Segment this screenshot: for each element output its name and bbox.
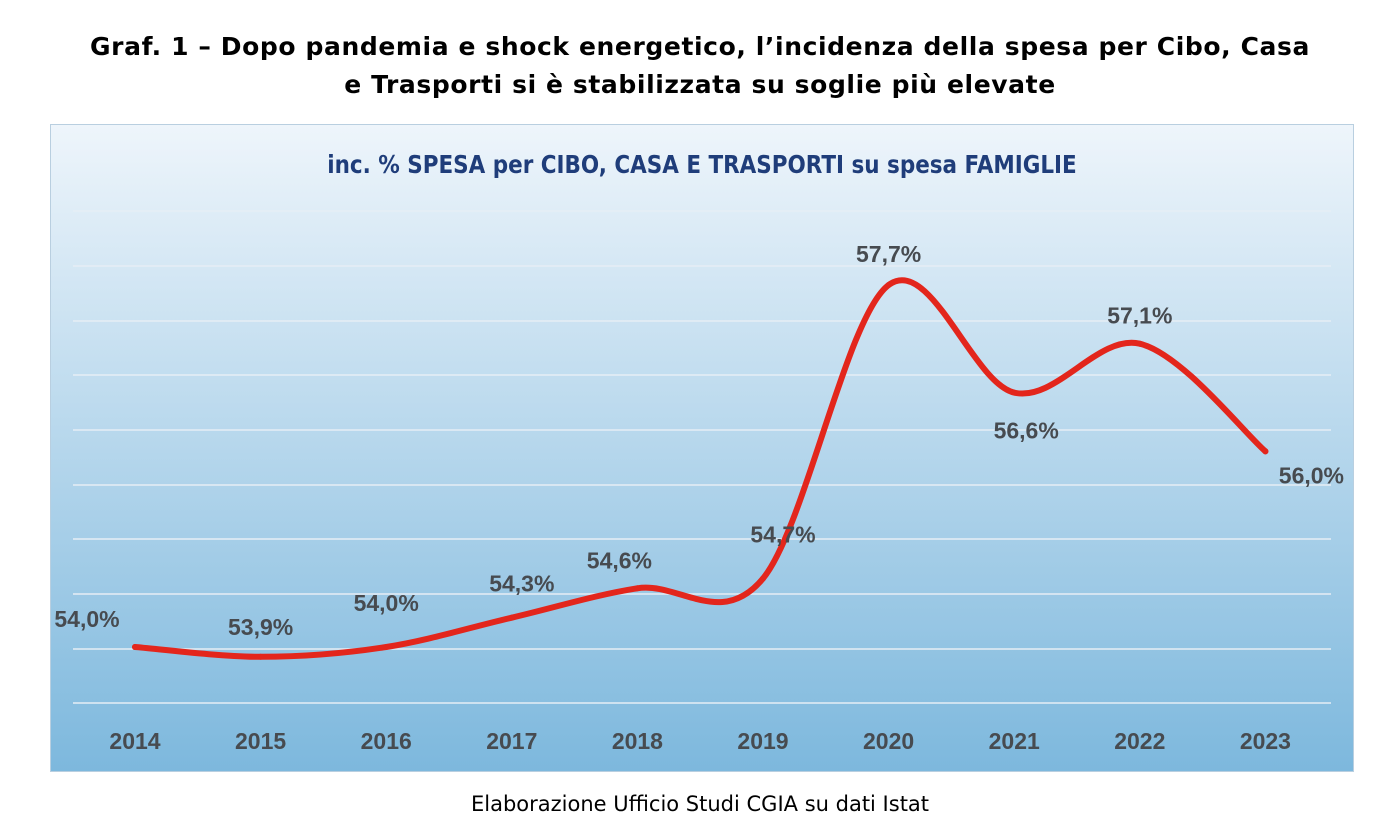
source-note: Elaborazione Ufficio Studi CGIA su dati … <box>470 792 930 816</box>
data-label-2016: 54,0% <box>354 590 419 616</box>
x-tick-label-2017: 2017 <box>486 728 537 754</box>
figure-heading-line-2: e Trasporti si è stabilizzata su soglie … <box>344 70 1056 99</box>
x-tick-label-2016: 2016 <box>361 728 412 754</box>
data-label-2023: 56,0% <box>1279 462 1344 488</box>
data-label-2021: 56,6% <box>994 418 1059 444</box>
x-tick-label-2018: 2018 <box>612 728 663 754</box>
x-tick-label-2021: 2021 <box>989 728 1040 754</box>
data-point-2014 <box>132 644 138 650</box>
data-point-2015 <box>257 653 264 660</box>
x-tick-label-2020: 2020 <box>863 728 914 754</box>
x-axis-tick-labels: 2014 2015 2016 2017 2018 2019 2020 2021 2022 2023 <box>109 728 1291 754</box>
data-label-2020: 57,7% <box>856 241 921 267</box>
figure-heading: Graf. 1 – Dopo pandemia e shock energeti… <box>40 28 1360 104</box>
data-point-2021 <box>1011 389 1018 396</box>
data-label-2019: 54,7% <box>750 522 815 548</box>
data-point-2016 <box>383 644 390 650</box>
data-point-2017 <box>508 614 515 621</box>
data-point-2022 <box>1136 340 1143 347</box>
data-point-2018 <box>634 585 641 592</box>
data-label-2014: 54,0% <box>54 606 119 632</box>
gridlines <box>73 210 1331 704</box>
x-tick-label-2022: 2022 <box>1114 728 1165 754</box>
chart-area: inc. % SPESA per CIBO, CASA E TRASPORTI … <box>50 124 1354 772</box>
data-labels: 54,0% 53,9% 54,0% 54,3% 54,6% 54,7% 57,7% 56,6%… <box>54 241 1344 640</box>
chart-background <box>51 125 1353 771</box>
data-point-2023 <box>1262 448 1269 455</box>
line-chart: inc. % SPESA per CIBO, CASA E TRASPORTI … <box>51 125 1353 771</box>
x-tick-label-2015: 2015 <box>235 728 286 754</box>
data-label-2022: 57,1% <box>1107 303 1172 329</box>
series-line-group <box>132 277 1269 660</box>
data-label-2017: 54,3% <box>489 571 554 597</box>
x-tick-label-2014: 2014 <box>109 728 160 754</box>
data-label-2018: 54,6% <box>587 547 652 573</box>
data-point-2019 <box>760 575 766 582</box>
data-point-2020 <box>885 282 892 288</box>
x-tick-label-2019: 2019 <box>737 728 788 754</box>
figure-heading-line-1: Graf. 1 – Dopo pandemia e shock energeti… <box>90 32 1310 61</box>
x-tick-label-2023: 2023 <box>1240 728 1291 754</box>
data-label-2015: 53,9% <box>228 614 293 640</box>
chart-title: inc. % SPESA per CIBO, CASA E TRASPORTI … <box>327 150 1076 179</box>
